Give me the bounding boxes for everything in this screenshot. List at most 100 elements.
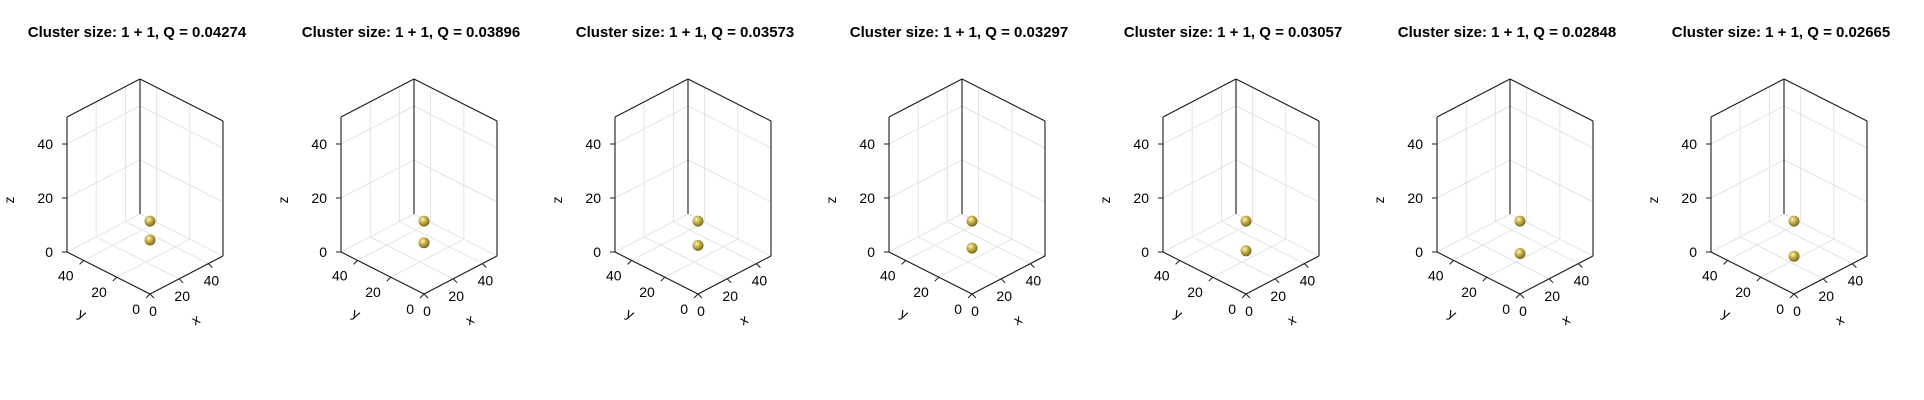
x-tick <box>1245 293 1251 299</box>
z-axis-label: z <box>1645 197 1661 204</box>
z-axis-label: z <box>275 197 291 204</box>
z-tick-label: 20 <box>1133 190 1149 206</box>
x-axis-label: x <box>737 311 751 328</box>
y-tick <box>1175 260 1180 265</box>
y-tick-label: 40 <box>606 267 622 283</box>
y-tick-label: 0 <box>680 301 688 317</box>
grid-line <box>1710 213 1785 253</box>
x-axis-label: x <box>1559 311 1573 328</box>
y-tick <box>934 276 940 282</box>
x-tick-label: 20 <box>174 288 190 304</box>
box-edge <box>1162 78 1237 118</box>
y-tick-label: 0 <box>132 301 140 317</box>
x-tick <box>1000 278 1006 284</box>
x-tick-label: 0 <box>697 303 705 319</box>
y-axis-label: y <box>1446 305 1460 322</box>
grid-line <box>413 159 498 203</box>
grid-line <box>1235 159 1320 203</box>
y-tick-label: 40 <box>1428 267 1444 283</box>
x-axis-label: x <box>189 311 203 328</box>
y-tick <box>1449 260 1454 265</box>
y-axis-line <box>340 251 425 295</box>
x-tick-label: 40 <box>478 273 494 289</box>
grid-line <box>961 105 1046 149</box>
grid-line <box>1783 159 1868 203</box>
x-tick-label: 20 <box>722 288 738 304</box>
x-tick-label: 0 <box>1519 303 1527 319</box>
z-tick-label: 20 <box>1407 190 1423 206</box>
x-tick-label: 0 <box>971 303 979 319</box>
y-tick <box>1515 293 1521 299</box>
y-tick <box>386 276 392 282</box>
z-tick-label: 20 <box>1681 190 1697 206</box>
data-point <box>418 237 430 249</box>
subplot-3: Cluster size: 1 + 1, Q = 0.03573 0 20 40 0 20… <box>548 0 822 400</box>
grid-line <box>95 236 180 280</box>
grid-line <box>1436 213 1511 253</box>
y-tick-label: 20 <box>91 284 107 300</box>
box-edge <box>687 78 772 122</box>
data-point <box>144 215 156 227</box>
box-edge <box>888 78 963 118</box>
data-point <box>1788 250 1800 262</box>
y-tick-label: 20 <box>639 284 655 300</box>
y-axis-line <box>1710 251 1795 295</box>
x-tick <box>423 293 429 299</box>
z-axis-label: z <box>1097 197 1113 204</box>
x-tick <box>452 278 458 284</box>
x-tick <box>149 293 155 299</box>
x-tick-label: 40 <box>1848 273 1864 289</box>
grid-line <box>614 159 689 199</box>
x-tick-label: 0 <box>149 303 157 319</box>
grid-line <box>1436 159 1511 199</box>
grid-line <box>1739 236 1824 280</box>
x-tick <box>726 278 732 284</box>
box-edge <box>1509 78 1594 122</box>
box-edge <box>340 78 415 118</box>
grid-line <box>66 159 141 199</box>
grid-line <box>390 238 465 278</box>
grid-line <box>399 221 483 265</box>
y-tick <box>627 260 632 265</box>
grid-line <box>1486 238 1561 278</box>
y-tick <box>1723 260 1728 265</box>
x-axis-line <box>697 255 772 295</box>
y-axis-line <box>888 251 973 295</box>
chart-title: Cluster size: 1 + 1, Q = 0.03573 <box>575 24 795 41</box>
box-edge <box>614 78 689 118</box>
y-tick <box>79 260 84 265</box>
y-axis-label: y <box>350 305 364 322</box>
axes-3d: 0 20 40 0 20 40 0 20 40 x y z <box>1371 78 1594 328</box>
y-tick <box>1789 293 1795 299</box>
z-axis-label: z <box>1 197 17 204</box>
x-tick <box>178 278 184 284</box>
y-tick-label: 0 <box>1228 301 1236 317</box>
grid-line <box>888 159 963 199</box>
box-edge <box>1783 78 1868 122</box>
data-point <box>966 215 978 227</box>
x-tick-label: 40 <box>204 273 220 289</box>
data-point <box>1240 215 1252 227</box>
x-tick <box>1304 263 1309 268</box>
y-tick-label: 20 <box>1735 284 1751 300</box>
y-tick <box>901 260 906 265</box>
x-tick <box>1822 278 1828 284</box>
grid-line <box>1179 221 1253 261</box>
data-point <box>692 239 704 251</box>
y-axis-label: y <box>898 305 912 322</box>
x-tick-label: 0 <box>1245 303 1253 319</box>
grid-line <box>1162 105 1237 145</box>
axes-3d: 0 20 40 0 20 40 0 20 40 x y z <box>1 78 224 328</box>
x-tick <box>1548 278 1554 284</box>
grid-line <box>687 105 772 149</box>
x-axis-label: x <box>1833 311 1847 328</box>
grid-line <box>139 159 224 203</box>
z-tick-label: 20 <box>37 190 53 206</box>
box-edge <box>66 78 141 118</box>
grid-line <box>1509 159 1594 203</box>
grid-line <box>139 105 224 149</box>
grid-line <box>340 213 415 253</box>
data-point <box>418 215 430 227</box>
axes-3d: 0 20 40 0 20 40 0 20 40 x y z <box>275 78 498 328</box>
grid-line <box>1769 221 1853 265</box>
